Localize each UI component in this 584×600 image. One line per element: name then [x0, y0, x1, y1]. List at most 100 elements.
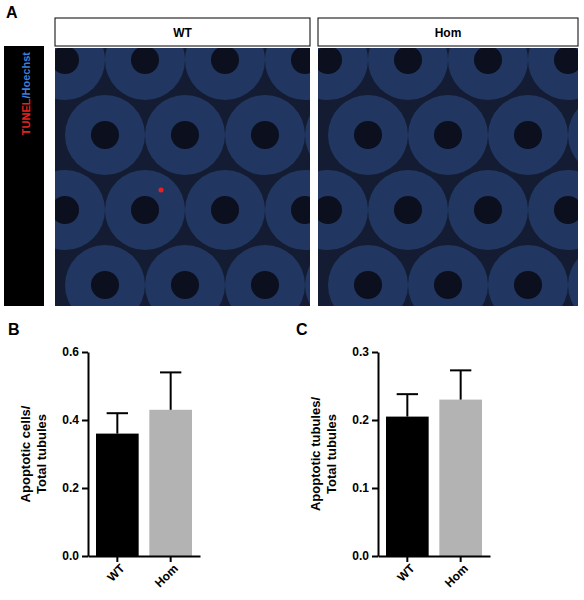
stain-strip: [4, 46, 44, 306]
tubule-lumen: [354, 271, 382, 299]
y-axis-title: Total tubules: [34, 414, 49, 494]
tubule-lumen: [474, 196, 502, 224]
tubule: [265, 170, 310, 250]
panel-label: B: [8, 321, 20, 338]
y-tick-label: 0.4: [62, 413, 79, 427]
error-cap: [450, 369, 471, 371]
x-axis: WT Hom: [89, 556, 201, 590]
tubule: [328, 95, 408, 175]
y-tick-label: 0.3: [352, 345, 369, 359]
plot-area: [96, 372, 192, 556]
tubule: [145, 95, 225, 175]
tubule: [318, 170, 368, 250]
tubule-lumen: [91, 271, 119, 299]
column-header: WT: [173, 26, 192, 40]
tubule-lumen: [211, 196, 239, 224]
error-bar: [107, 413, 128, 433]
tubule-lumen: [131, 196, 159, 224]
y-tick-mark: [372, 420, 378, 422]
tubule: [568, 95, 578, 175]
tubule-lumen: [394, 48, 422, 74]
tubule-lumen: [291, 48, 310, 74]
tubule-lumen: [554, 196, 578, 224]
x-tick-label: WT: [104, 561, 128, 585]
bar: [149, 410, 192, 556]
stain-label-part: TUNEL: [20, 98, 32, 135]
tubule: [55, 170, 105, 250]
tubule-lumen: [55, 196, 79, 224]
column-header-box: [318, 18, 578, 46]
tubule-lumen: [211, 48, 239, 74]
x-tick: Hom: [442, 556, 471, 590]
tubule: [408, 245, 488, 306]
y-tick: 0.2: [352, 413, 378, 427]
tubule: [368, 48, 448, 100]
column-header-box: [55, 18, 310, 46]
error-stem: [406, 394, 408, 416]
tubule: [318, 48, 368, 100]
y-tick-mark: [372, 488, 378, 490]
tubule-lumen: [394, 196, 422, 224]
tubule-lumen: [514, 271, 542, 299]
tubule-lumen: [554, 48, 578, 74]
tubule: [305, 95, 310, 175]
tubule-lumen: [434, 271, 462, 299]
tubule-lumen: [514, 121, 542, 149]
tubule: [408, 95, 488, 175]
x-tick-label: WT: [394, 561, 418, 585]
tubule-lumen: [251, 271, 279, 299]
tubule-lumen: [291, 196, 310, 224]
error-cap: [397, 393, 418, 395]
y-tick: 0.6: [62, 345, 88, 359]
x-tick: Hom: [152, 556, 181, 590]
tubule: [145, 245, 225, 306]
tubule-lumen: [131, 48, 159, 74]
tubule-lumen: [474, 48, 502, 74]
y-tick: 0.0: [62, 549, 88, 563]
y-axis: 0.00.20.40.6: [62, 345, 88, 563]
error-bar: [397, 394, 418, 416]
tubule: [368, 170, 448, 250]
x-axis-line: [89, 556, 201, 558]
y-axis-title: Apoptotic tubules/: [308, 397, 323, 511]
y-tick-mark: [82, 556, 88, 558]
tubule-lumen: [55, 48, 79, 74]
stain-label: TUNEL/Hoechst: [20, 52, 32, 135]
micrograph: [318, 48, 578, 306]
tubule-lumen: [251, 121, 279, 149]
error-stem: [460, 370, 462, 399]
y-tick-label: 0.1: [352, 481, 369, 495]
tubule: [105, 170, 185, 250]
bar: [96, 434, 139, 556]
tubule-lumen: [171, 121, 199, 149]
y-tick-mark: [372, 556, 378, 558]
tubule: [488, 245, 568, 306]
x-tick: WT: [394, 556, 418, 584]
x-tick-label: Hom: [152, 561, 181, 590]
tubule: [448, 48, 528, 100]
y-axis-title: Total tubules: [324, 414, 339, 494]
error-bar: [450, 370, 471, 399]
panel-label: C: [296, 321, 308, 338]
tubule-lumen: [91, 121, 119, 149]
y-tick-mark: [82, 420, 88, 422]
tubule: [568, 245, 578, 306]
x-axis: WT Hom: [379, 556, 491, 590]
tubule-lumen: [354, 121, 382, 149]
error-cap: [107, 412, 128, 414]
tubule: [328, 245, 408, 306]
stain-label-part: /Hoechst: [20, 52, 32, 99]
tubule: [185, 170, 265, 250]
x-axis-line: [379, 556, 491, 558]
x-tick-label: Hom: [442, 561, 471, 590]
tubule: [65, 245, 145, 306]
y-tick-label: 0.6: [62, 345, 79, 359]
y-tick: 0.3: [352, 345, 378, 359]
error-cap: [160, 371, 181, 373]
tubule: [55, 48, 105, 100]
tubule: [305, 245, 310, 306]
y-tick-label: 0.2: [352, 413, 369, 427]
y-tick: 0.0: [352, 549, 378, 563]
error-stem: [170, 372, 172, 409]
tunel-signal: [159, 188, 164, 193]
